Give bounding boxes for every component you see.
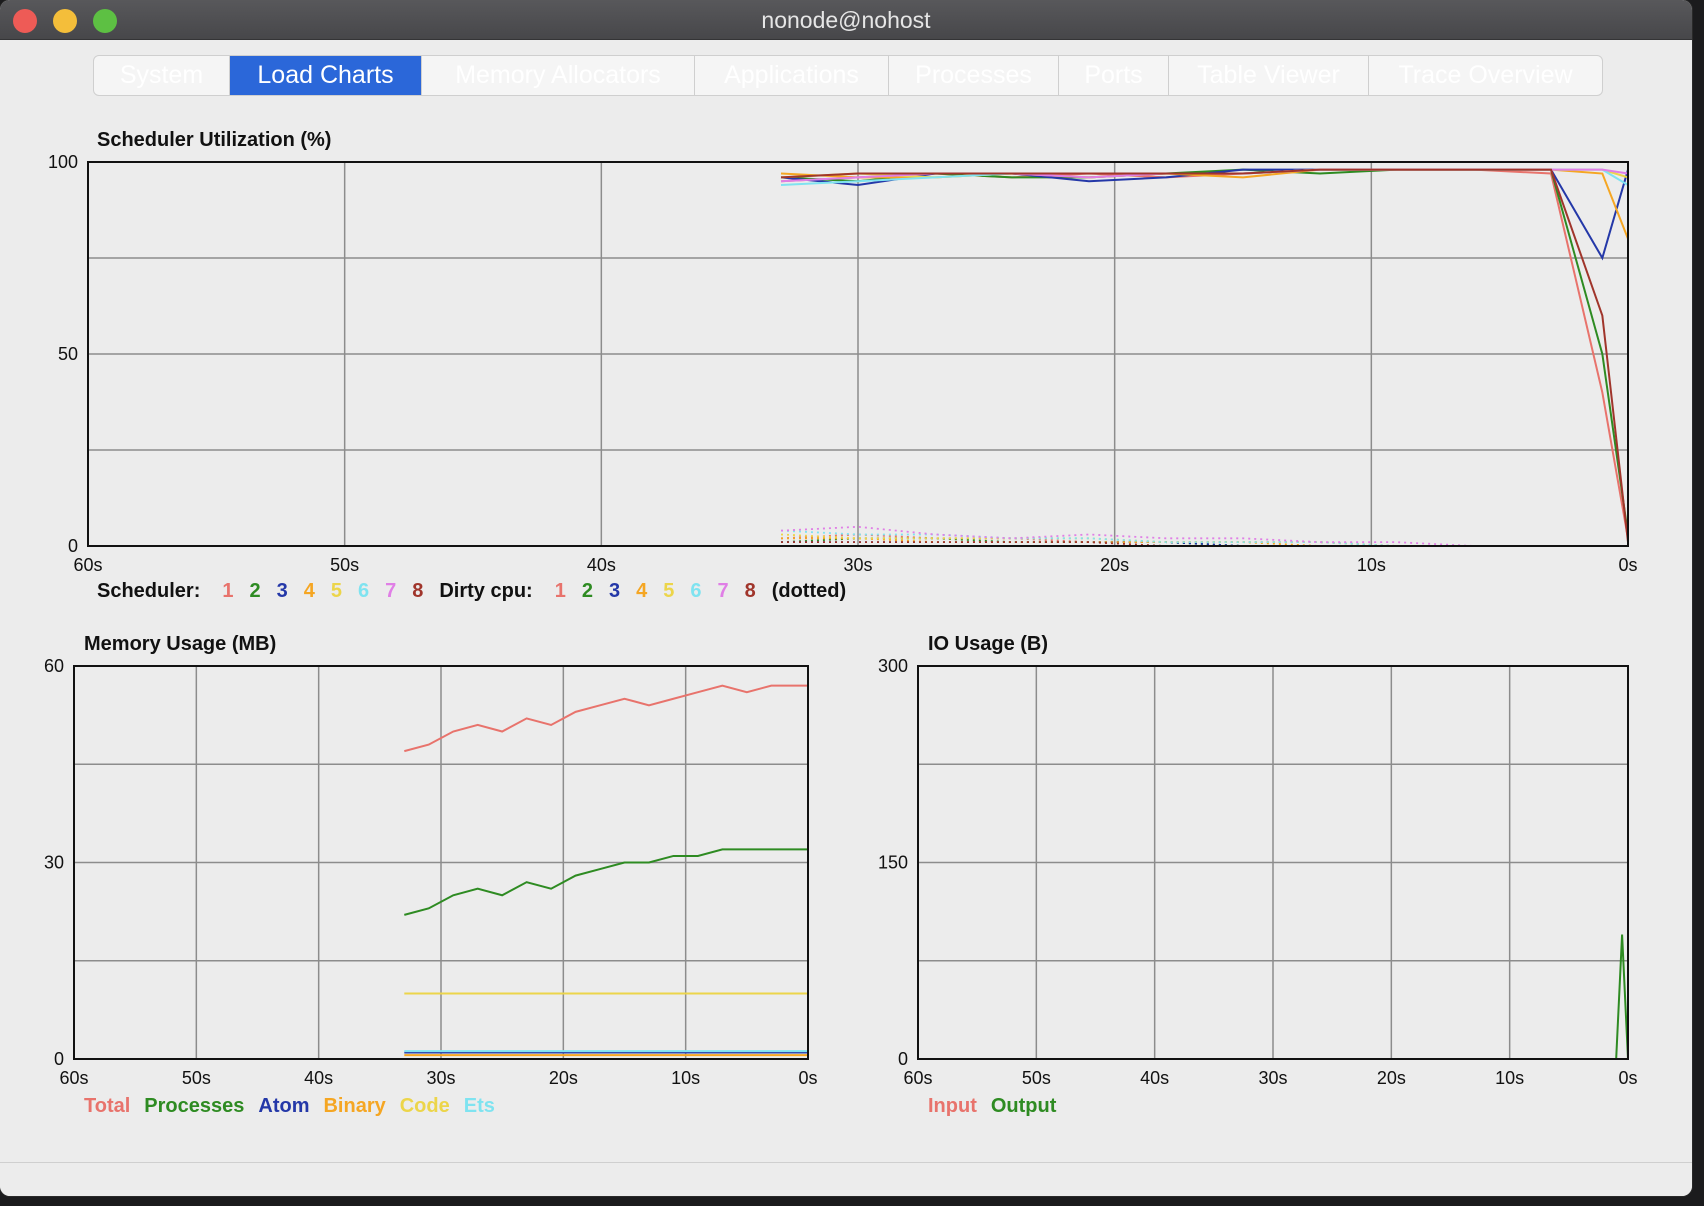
memory-legend: Total Processes Atom Binary Code Ets <box>84 1095 509 1118</box>
io-legend-output: Output <box>990 1095 1057 1117</box>
scheduler-utilization-chart: 60s 50s 40s 30s 20s 10s 0s 100 50 0 <box>48 152 1638 575</box>
memory-series-processes <box>404 848 808 916</box>
scheduler-chart-title: Scheduler Utilization (%) <box>97 129 332 151</box>
scheduler-legend-label: Scheduler: <box>97 580 201 602</box>
memory-y-tick-label: 30 <box>44 853 64 873</box>
memory-x-tick-label: 10s <box>671 1068 700 1088</box>
scheduler-x-tick-label: 50s <box>330 555 359 575</box>
tab-bar: System Load Charts Memory Allocators App… <box>93 55 1603 96</box>
memory-x-tick-label: 0s <box>798 1068 817 1088</box>
dirty-legend-4: 4 <box>636 580 648 602</box>
io-y-tick-label: 0 <box>898 1049 908 1069</box>
memory-legend-atom: Atom <box>258 1095 310 1117</box>
io-x-tick-label: 20s <box>1377 1068 1406 1088</box>
scheduler-legend-7: 7 <box>385 580 397 602</box>
io-y-tick-label: 150 <box>878 853 908 873</box>
dirty-legend-1: 1 <box>554 580 566 602</box>
io-x-tick-label: 40s <box>1140 1068 1169 1088</box>
memory-legend-total: Total <box>84 1095 131 1117</box>
io-x-tick-label: 30s <box>1258 1068 1287 1088</box>
io-usage-chart: 60s 50s 40s 30s 20s 10s 0s 300 150 0 <box>878 656 1638 1088</box>
io-legend: Input Output <box>928 1095 1070 1118</box>
tab-processes[interactable]: Processes <box>889 56 1059 95</box>
dirty-legend-6: 6 <box>690 580 702 602</box>
scheduler-legend-2: 2 <box>249 580 261 602</box>
dirty-legend-3: 3 <box>608 580 621 602</box>
scheduler-x-tick-label: 0s <box>1618 555 1637 575</box>
title-bar[interactable]: nonode@nohost <box>0 0 1692 40</box>
tab-applications[interactable]: Applications <box>695 56 889 95</box>
dirty-legend-7: 7 <box>717 580 729 602</box>
io-x-tick-label: 10s <box>1495 1068 1524 1088</box>
memory-x-tick-label: 60s <box>59 1068 88 1088</box>
io-y-tick-label: 300 <box>878 656 908 676</box>
scheduler-x-tick-label: 30s <box>843 555 872 575</box>
memory-usage-chart: 60s 50s 40s 30s 20s 10s 0s 60 30 0 <box>44 656 818 1088</box>
memory-legend-code: Code <box>399 1095 450 1117</box>
memory-x-tick-label: 50s <box>182 1068 211 1088</box>
tab-ports[interactable]: Ports <box>1059 56 1169 95</box>
memory-y-tick-label: 0 <box>54 1049 64 1069</box>
tab-system[interactable]: System <box>94 56 230 95</box>
tab-memory-allocators[interactable]: Memory Allocators <box>422 56 695 95</box>
dirty-cpu-legend-label: Dirty cpu: <box>439 580 533 602</box>
memory-legend-processes: Processes <box>144 1095 245 1117</box>
scheduler-x-tick-label: 60s <box>73 555 102 575</box>
scheduler-legend-3: 3 <box>276 580 288 602</box>
scheduler-y-tick-label: 100 <box>48 152 78 172</box>
dirty-legend-8: 8 <box>744 580 756 602</box>
scheduler-x-tick-label: 10s <box>1357 555 1386 575</box>
minimize-window-button[interactable] <box>53 9 77 33</box>
memory-series-total <box>404 684 808 753</box>
memory-y-tick-label: 60 <box>44 656 64 676</box>
io-x-tick-label: 50s <box>1022 1068 1051 1088</box>
window-title: nonode@nohost <box>761 7 931 33</box>
io-x-tick-label: 60s <box>903 1068 932 1088</box>
memory-plot-frame <box>73 665 809 1060</box>
dirty-legend-2: 2 <box>581 580 593 602</box>
tab-table-viewer[interactable]: Table Viewer <box>1169 56 1369 95</box>
scheduler-y-tick-label: 0 <box>68 536 78 556</box>
memory-legend-ets: Ets <box>463 1095 495 1117</box>
tab-trace-overview[interactable]: Trace Overview <box>1398 61 1573 89</box>
scheduler-legend-5: 5 <box>330 580 342 602</box>
scheduler-legend-6: 6 <box>357 580 370 602</box>
scheduler-x-tick-label: 20s <box>1100 555 1129 575</box>
dotted-note: (dotted) <box>771 580 847 602</box>
memory-x-tick-label: 20s <box>549 1068 578 1088</box>
scheduler-y-tick-label: 50 <box>58 344 78 364</box>
scheduler-x-tick-label: 40s <box>587 555 616 575</box>
io-plot-frame <box>917 665 1629 1060</box>
dirty-legend-5: 5 <box>663 580 675 602</box>
tab-load-charts[interactable]: Load Charts <box>230 56 422 95</box>
scheduler-series-8 <box>780 168 1629 543</box>
memory-legend-binary: Binary <box>323 1095 386 1117</box>
scheduler-legend-1: 1 <box>222 580 234 602</box>
scheduler-legend-8: 8 <box>412 580 424 602</box>
io-chart-title: IO Usage (B) <box>928 633 1049 655</box>
io-x-tick-label: 0s <box>1618 1068 1637 1088</box>
zoom-window-button[interactable] <box>93 9 117 33</box>
scheduler-legend: Scheduler: 1 2 3 4 5 6 7 8 Dirty cpu: 1 … <box>97 580 860 603</box>
scheduler-dirty-series-7 <box>780 525 1628 547</box>
memory-x-tick-label: 40s <box>304 1068 333 1088</box>
status-bar <box>0 1162 1692 1196</box>
scheduler-legend-4: 4 <box>303 580 315 602</box>
io-legend-input: Input <box>928 1095 977 1117</box>
scheduler-plot-frame <box>87 161 1629 547</box>
scheduler-dirty-series-6 <box>780 529 1628 547</box>
close-window-button[interactable] <box>13 9 37 33</box>
memory-x-tick-label: 30s <box>426 1068 455 1088</box>
memory-chart-title: Memory Usage (MB) <box>84 633 277 655</box>
